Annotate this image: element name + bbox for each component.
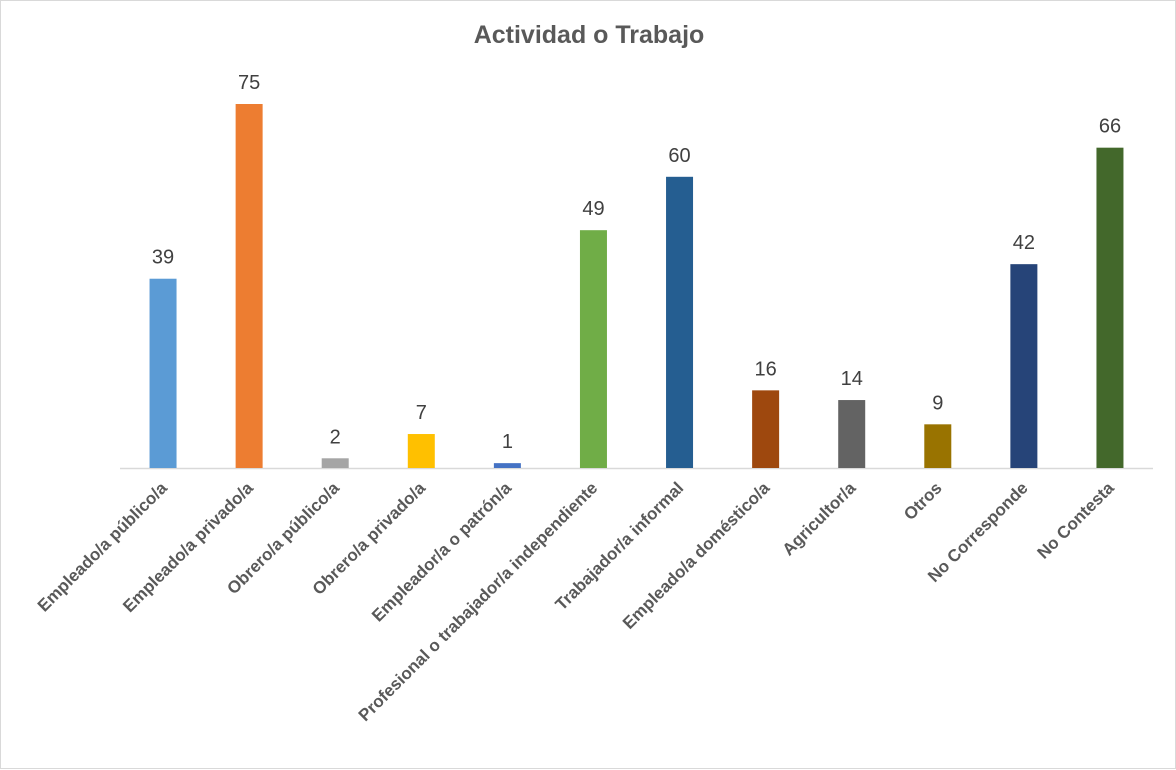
tick-label-9: Agricultor/a [779,478,860,559]
bar-2 [235,104,263,468]
bar-8 [752,390,780,468]
tick-label-12: No Contesta [1034,478,1119,563]
data-label-1: 39 [152,247,174,269]
bar-6 [579,230,607,468]
data-label-9: 14 [841,368,863,390]
data-label-10: 9 [932,392,943,414]
bar-5 [493,463,521,468]
data-label-4: 7 [416,402,427,424]
data-label-11: 42 [1013,232,1035,254]
data-label-7: 60 [668,145,690,167]
bar-4 [407,434,435,468]
data-label-5: 1 [502,431,513,453]
tick-label-10: Otros [900,478,945,523]
bar-1 [149,278,177,468]
bar-3 [321,458,349,468]
tick-label-5: Empleador/a o patrón/a [368,478,515,625]
bar-11 [1010,264,1038,468]
data-label-6: 49 [582,198,604,220]
data-label-3: 2 [330,426,341,448]
bar-7 [666,176,694,469]
bar-9 [838,400,866,468]
bar-12 [1096,147,1124,468]
bar-10 [924,424,952,468]
tick-label-8: Empleado/a doméstico/a [619,478,774,633]
data-label-8: 16 [755,358,777,380]
data-label-12: 66 [1099,116,1121,138]
bars-group [149,104,1124,469]
chart-title: Actividad o Trabajo [473,21,705,49]
data-label-2: 75 [238,72,260,94]
